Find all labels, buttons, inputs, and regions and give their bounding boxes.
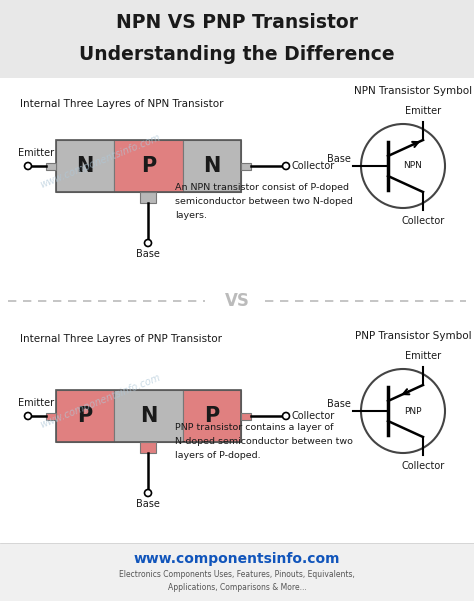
Text: N: N (140, 406, 157, 426)
Bar (56, 140, 114, 192)
Text: Internal Three Layres of PNP Transistor: Internal Three Layres of PNP Transistor (20, 334, 222, 344)
Circle shape (145, 240, 152, 246)
Text: P: P (141, 156, 156, 176)
Text: NPN: NPN (403, 162, 422, 171)
Text: P: P (77, 406, 92, 426)
Text: PNP: PNP (404, 406, 422, 415)
Bar (114, 390, 183, 442)
Text: Electronics Components Uses, Features, Pinouts, Equivalents,
Applications, Compa: Electronics Components Uses, Features, P… (119, 570, 355, 592)
Bar (0, 543, 474, 601)
Bar (183, 390, 241, 442)
Circle shape (283, 412, 290, 419)
Bar (56, 140, 241, 192)
Text: www.componentsinfo.com: www.componentsinfo.com (38, 132, 162, 190)
Circle shape (361, 369, 445, 453)
Text: Emitter: Emitter (18, 148, 54, 158)
Circle shape (25, 162, 31, 169)
Text: Base: Base (136, 499, 160, 509)
Text: www.componentsinfo.com: www.componentsinfo.com (38, 372, 162, 430)
Text: N: N (203, 156, 221, 176)
Text: PNP Transistor Symbol: PNP Transistor Symbol (355, 331, 471, 341)
Text: Emitter: Emitter (405, 106, 441, 116)
Bar (241, 412, 251, 419)
Bar (56, 390, 114, 442)
Text: Base: Base (327, 154, 351, 164)
Circle shape (25, 412, 31, 419)
Text: VS: VS (225, 292, 249, 310)
Text: Collector: Collector (292, 411, 335, 421)
Text: Collector: Collector (401, 461, 445, 471)
Circle shape (361, 124, 445, 208)
Text: Internal Three Layres of NPN Transistor: Internal Three Layres of NPN Transistor (20, 99, 224, 109)
Bar (241, 162, 251, 169)
Bar (183, 140, 241, 192)
Bar (114, 140, 183, 192)
Bar (46, 162, 56, 169)
Bar (56, 390, 241, 442)
Text: P: P (204, 406, 219, 426)
Bar (46, 412, 56, 419)
Text: NPN Transistor Symbol: NPN Transistor Symbol (354, 86, 472, 96)
Bar (140, 192, 156, 203)
Text: Base: Base (136, 249, 160, 259)
Text: www.componentsinfo.com: www.componentsinfo.com (134, 552, 340, 566)
Text: Collector: Collector (401, 216, 445, 226)
Bar (140, 442, 156, 453)
Text: Base: Base (327, 399, 351, 409)
Text: PNP transistor contains a layer of
N-doped semiconductor between two
layers of P: PNP transistor contains a layer of N-dop… (175, 423, 353, 460)
Bar (0, 0, 474, 78)
Text: An NPN transistor consist of P-doped
semiconductor between two N-doped
layers.: An NPN transistor consist of P-doped sem… (175, 183, 353, 220)
Circle shape (145, 489, 152, 496)
Text: Understanding the Difference: Understanding the Difference (79, 44, 395, 64)
Text: Emitter: Emitter (405, 351, 441, 361)
Text: N: N (76, 156, 94, 176)
Text: Emitter: Emitter (18, 398, 54, 408)
Text: Collector: Collector (292, 161, 335, 171)
Text: NPN VS PNP Transistor: NPN VS PNP Transistor (116, 13, 358, 31)
Circle shape (283, 162, 290, 169)
